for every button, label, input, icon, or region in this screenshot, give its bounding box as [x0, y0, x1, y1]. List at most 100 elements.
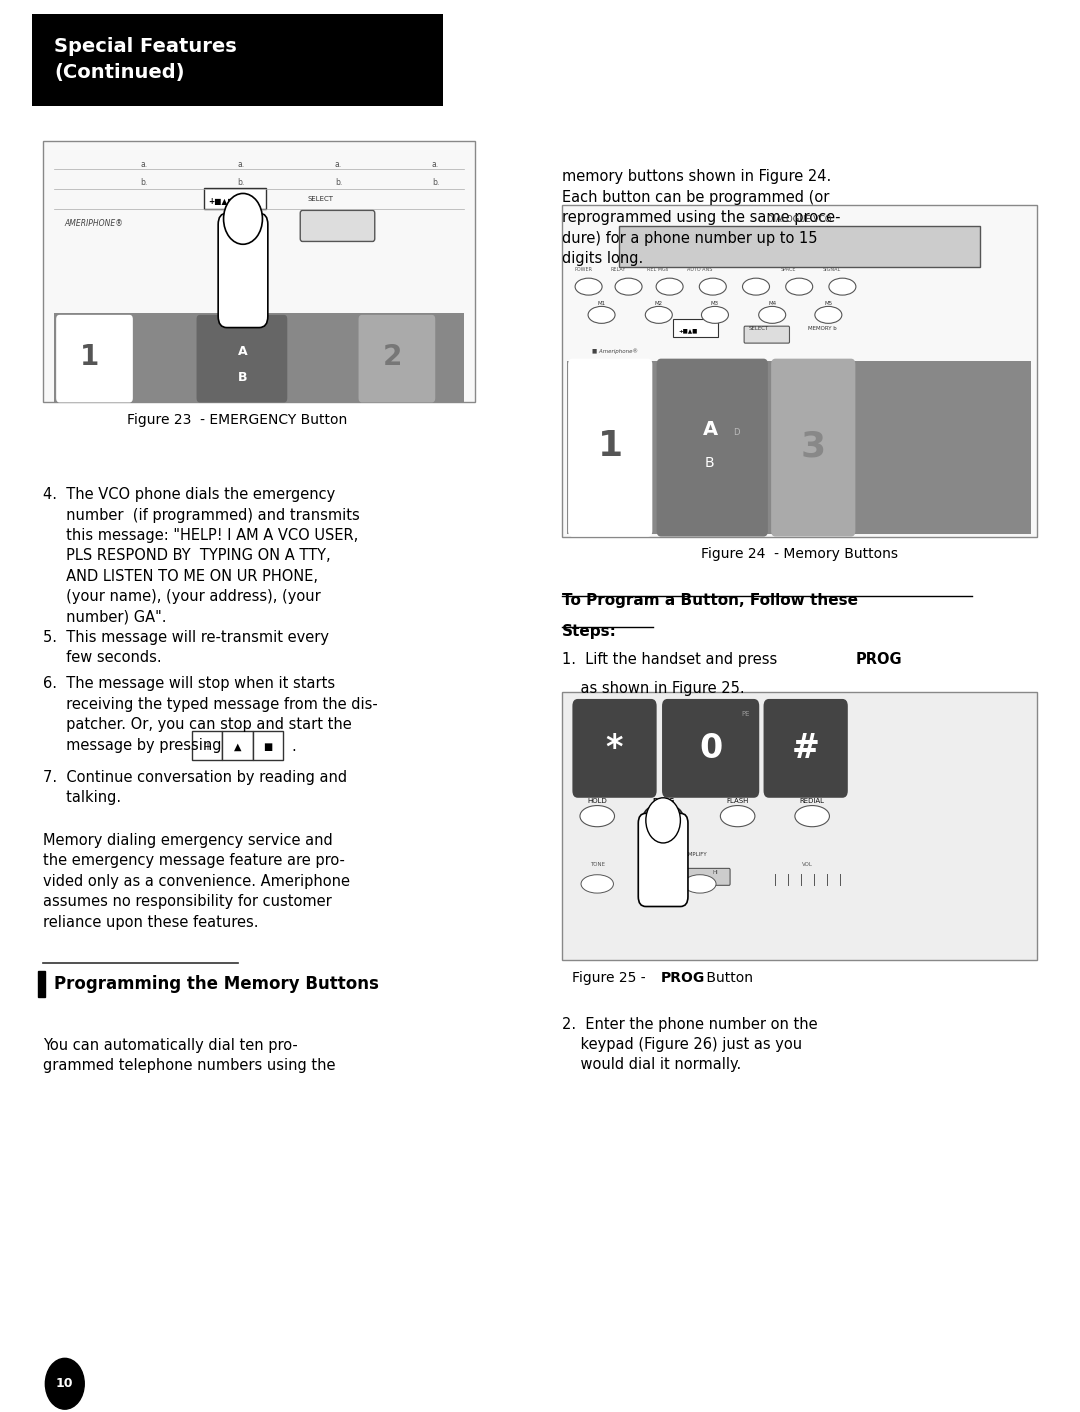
Text: SIGNAL: SIGNAL	[823, 267, 840, 273]
FancyBboxPatch shape	[771, 359, 855, 537]
Text: 0: 0	[699, 731, 723, 765]
Text: ▲: ▲	[234, 741, 241, 753]
Bar	[38, 971, 45, 997]
FancyBboxPatch shape	[32, 14, 443, 106]
Text: Memory dialing emergency service and
the emergency message feature are pro-
vide: Memory dialing emergency service and the…	[43, 833, 350, 929]
Text: TONE: TONE	[590, 861, 605, 867]
FancyBboxPatch shape	[562, 205, 1037, 537]
Text: D: D	[733, 428, 740, 436]
Text: PROG: PROG	[652, 798, 674, 803]
Ellipse shape	[743, 278, 769, 295]
Text: REL MGs: REL MGs	[647, 267, 669, 273]
Text: PE: PE	[741, 712, 750, 717]
Text: 1: 1	[80, 343, 99, 371]
Text: 10: 10	[56, 1377, 73, 1391]
Text: a.: a.	[140, 160, 148, 168]
Text: M2: M2	[654, 301, 663, 306]
Ellipse shape	[684, 874, 716, 894]
Circle shape	[45, 1358, 84, 1409]
Text: 5.  This message will re-transmit every
     few seconds.: 5. This message will re-transmit every f…	[43, 630, 329, 665]
FancyBboxPatch shape	[744, 326, 789, 343]
Ellipse shape	[795, 805, 829, 826]
Text: 3: 3	[800, 429, 826, 463]
Text: VOL: VOL	[802, 861, 813, 867]
Ellipse shape	[702, 306, 729, 323]
Text: PROG: PROG	[661, 971, 705, 986]
Text: FLASH: FLASH	[727, 798, 748, 803]
Text: *: *	[606, 731, 623, 765]
Ellipse shape	[644, 805, 683, 827]
FancyBboxPatch shape	[619, 226, 980, 267]
Ellipse shape	[786, 278, 813, 295]
FancyBboxPatch shape	[638, 813, 688, 907]
Text: M4: M4	[768, 301, 777, 306]
Text: 1.  Lift the handset and press: 1. Lift the handset and press	[562, 652, 782, 668]
FancyBboxPatch shape	[359, 315, 435, 402]
Text: HI: HI	[712, 870, 718, 875]
Text: 6.  The message will stop when it starts
     receiving the typed message from t: 6. The message will stop when it starts …	[43, 676, 378, 753]
Text: +■▲■: +■▲■	[678, 328, 698, 333]
Text: POWER: POWER	[575, 267, 592, 273]
FancyBboxPatch shape	[253, 731, 283, 760]
Ellipse shape	[758, 306, 785, 323]
Text: PROG: PROG	[855, 652, 902, 668]
Text: b.: b.	[335, 178, 342, 186]
Text: You can automatically dial ten pro-
grammed telephone numbers using the: You can automatically dial ten pro- gram…	[43, 1038, 336, 1073]
Text: AMPLIFY: AMPLIFY	[686, 851, 707, 857]
Text: +: +	[203, 741, 212, 753]
Text: memory buttons shown in Figure 24.
Each button can be programmed (or
reprogramme: memory buttons shown in Figure 24. Each …	[562, 169, 840, 265]
Text: M1: M1	[597, 301, 606, 306]
Text: a.: a.	[432, 160, 440, 168]
Text: b.: b.	[432, 178, 440, 186]
Text: b.: b.	[238, 178, 245, 186]
Text: 7.  Continue conversation by reading and
     talking.: 7. Continue conversation by reading and …	[43, 770, 348, 805]
Text: DIALOGUE VCO: DIALOGUE VCO	[767, 215, 832, 223]
Text: Figure 24  - Memory Buttons: Figure 24 - Memory Buttons	[701, 546, 897, 561]
FancyBboxPatch shape	[218, 213, 268, 328]
Text: To Program a Button, Follow these: To Program a Button, Follow these	[562, 593, 858, 609]
FancyBboxPatch shape	[572, 699, 657, 798]
FancyBboxPatch shape	[568, 359, 652, 537]
Ellipse shape	[616, 278, 642, 295]
Text: Figure 23  - EMERGENCY Button: Figure 23 - EMERGENCY Button	[127, 412, 348, 426]
Ellipse shape	[581, 874, 613, 894]
FancyBboxPatch shape	[300, 210, 375, 241]
Text: AMERIPHONE®: AMERIPHONE®	[65, 219, 124, 227]
Text: LO: LO	[675, 870, 681, 875]
Text: M3: M3	[711, 301, 719, 306]
Text: ■: ■	[264, 741, 272, 753]
Text: SELECT: SELECT	[308, 195, 334, 202]
Text: +■▲■: +■▲■	[208, 198, 235, 206]
Ellipse shape	[720, 805, 755, 826]
Text: MEMORY b: MEMORY b	[808, 326, 837, 332]
Text: Special Features
(Continued): Special Features (Continued)	[54, 37, 237, 82]
Ellipse shape	[589, 306, 616, 323]
Text: #: #	[792, 731, 820, 765]
FancyBboxPatch shape	[222, 731, 253, 760]
FancyBboxPatch shape	[56, 315, 133, 402]
Text: Figure 25 -: Figure 25 -	[572, 971, 650, 986]
Text: A: A	[703, 419, 718, 439]
Text: Programming the Memory Buttons: Programming the Memory Buttons	[54, 976, 379, 993]
FancyBboxPatch shape	[657, 359, 768, 537]
Text: Button: Button	[702, 971, 753, 986]
Text: SPACE: SPACE	[781, 267, 796, 273]
Text: b.: b.	[140, 178, 148, 186]
FancyBboxPatch shape	[192, 731, 222, 760]
Text: as shown in Figure 25.: as shown in Figure 25.	[562, 681, 744, 696]
Text: ■ Ameriphone®: ■ Ameriphone®	[592, 349, 638, 354]
Ellipse shape	[657, 278, 684, 295]
Text: RELAY: RELAY	[610, 267, 625, 273]
Circle shape	[224, 193, 262, 244]
Ellipse shape	[580, 805, 615, 826]
FancyBboxPatch shape	[567, 361, 1031, 534]
Text: B: B	[239, 370, 247, 384]
FancyBboxPatch shape	[43, 141, 475, 402]
Text: 1: 1	[597, 429, 623, 463]
FancyBboxPatch shape	[669, 868, 730, 885]
Text: A: A	[239, 345, 247, 359]
Ellipse shape	[646, 306, 672, 323]
Text: HOLD: HOLD	[588, 798, 607, 803]
Text: REDIAL: REDIAL	[799, 798, 825, 803]
Text: AUTO ANS: AUTO ANS	[687, 267, 713, 273]
